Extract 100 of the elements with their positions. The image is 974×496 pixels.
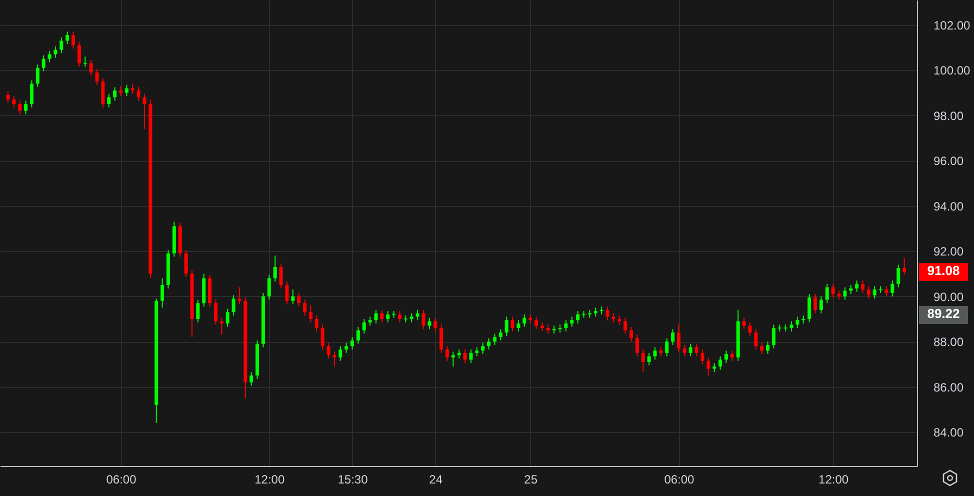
candlestick xyxy=(730,350,734,362)
x-tick-label: 06:00 xyxy=(664,472,695,486)
candlestick xyxy=(594,307,598,318)
y-tick-label: 90.00 xyxy=(934,290,964,304)
candlestick xyxy=(350,336,354,350)
candlestick xyxy=(232,294,236,316)
candlestick xyxy=(469,349,473,364)
candlestick xyxy=(30,80,34,108)
candlestick xyxy=(612,312,616,323)
candlestick xyxy=(813,294,817,314)
candlestick xyxy=(445,346,449,362)
candlestick xyxy=(303,299,307,316)
candlestick xyxy=(238,286,242,305)
text: 91.08 xyxy=(919,263,968,281)
candlestick xyxy=(326,342,330,360)
candlestick xyxy=(629,326,633,342)
candlestick xyxy=(77,41,81,68)
candlestick xyxy=(12,96,16,108)
candlestick xyxy=(766,341,770,355)
candlestick xyxy=(641,349,645,373)
candlestick xyxy=(344,342,348,354)
candlestick xyxy=(285,281,289,305)
candlestick xyxy=(297,292,301,308)
candlestick xyxy=(570,316,574,328)
y-tick-label: 98.00 xyxy=(934,108,964,123)
candlestick xyxy=(273,255,277,282)
candlestick xyxy=(314,315,318,332)
candlestick xyxy=(516,320,520,332)
candlestick xyxy=(107,93,111,108)
candlestick xyxy=(374,309,378,324)
candlestick xyxy=(440,324,444,354)
candlestick xyxy=(386,310,390,323)
candlestick xyxy=(819,296,823,314)
candlestick xyxy=(142,93,146,130)
candlestick xyxy=(196,299,200,323)
candlestick xyxy=(718,356,722,370)
y-tick-label: 102.00 xyxy=(934,18,971,32)
candlestick xyxy=(659,346,663,357)
candlestick xyxy=(250,372,254,386)
candlestick xyxy=(546,324,550,334)
candlestick xyxy=(160,278,164,308)
candlestick xyxy=(267,274,271,300)
candlestick xyxy=(624,317,628,334)
candlestick xyxy=(796,316,800,329)
candlestick xyxy=(136,86,140,102)
candlestick xyxy=(24,100,28,115)
x-tick-label: 25 xyxy=(524,472,538,486)
x-tick-label: 06:00 xyxy=(106,472,137,486)
y-tick-label: 84.00 xyxy=(934,426,964,440)
candlestick xyxy=(83,56,87,68)
x-tick-label: 24 xyxy=(429,472,443,486)
candlestick xyxy=(60,36,64,54)
candlestick xyxy=(760,342,764,355)
y-tick-label: 88.00 xyxy=(934,335,964,350)
candlestick xyxy=(772,324,776,349)
candlestick xyxy=(124,84,128,97)
candlestick xyxy=(855,280,859,292)
candlestick xyxy=(498,328,502,341)
candlestick xyxy=(522,314,526,328)
candlestick xyxy=(320,324,324,350)
candlestick xyxy=(18,100,22,115)
y-tick-label: 96.00 xyxy=(934,154,964,168)
candlestick xyxy=(790,320,794,332)
candlestick xyxy=(487,338,491,350)
candlestick xyxy=(665,338,669,357)
candlestick xyxy=(884,286,888,297)
candlestick xyxy=(825,283,829,304)
candlestick xyxy=(89,59,93,76)
candlestick xyxy=(688,343,692,357)
x-tick-label: 15:30 xyxy=(338,472,368,486)
candlestick xyxy=(534,316,538,330)
candlestick xyxy=(606,306,610,321)
candlestick xyxy=(48,50,52,63)
candlestick xyxy=(451,351,455,367)
candlestick xyxy=(635,334,639,357)
candlestick xyxy=(653,346,657,360)
y-tick-label: 94.00 xyxy=(934,199,964,214)
candlestick xyxy=(492,333,496,346)
candlestick xyxy=(510,316,514,332)
candlestick xyxy=(700,349,704,365)
candlestick xyxy=(902,257,906,276)
candlestick xyxy=(808,294,812,323)
candlestick xyxy=(742,317,746,330)
candlestick xyxy=(308,304,312,323)
candlestick xyxy=(380,309,384,323)
candlestick xyxy=(184,249,188,278)
candlestick xyxy=(576,310,580,324)
candlestick xyxy=(843,286,847,300)
candlestick xyxy=(504,316,508,336)
x-tick-label: 12:00 xyxy=(818,472,849,486)
candlestick xyxy=(676,322,680,352)
candlestick xyxy=(682,344,686,357)
candlestick xyxy=(463,349,467,364)
candlestick xyxy=(706,356,710,376)
candlestick xyxy=(226,308,230,328)
candlestick xyxy=(671,328,675,346)
candlestick xyxy=(647,352,651,366)
candlestick xyxy=(398,310,402,323)
candlestick xyxy=(748,322,752,336)
candlestick xyxy=(896,264,900,288)
